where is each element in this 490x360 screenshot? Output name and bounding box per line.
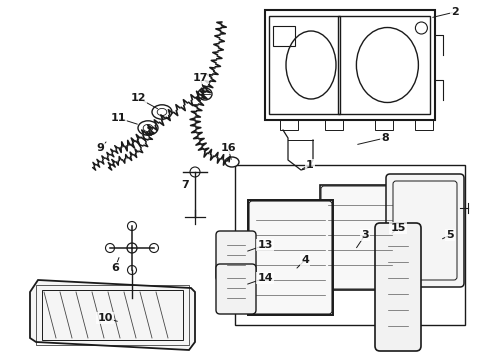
Bar xyxy=(248,200,333,315)
Text: 3: 3 xyxy=(361,230,369,240)
Text: 10: 10 xyxy=(98,313,113,323)
FancyBboxPatch shape xyxy=(216,264,256,314)
Text: 6: 6 xyxy=(111,263,119,273)
Text: 2: 2 xyxy=(451,7,459,17)
Text: 1: 1 xyxy=(306,160,314,170)
Text: 8: 8 xyxy=(381,133,389,143)
Text: 4: 4 xyxy=(301,255,309,265)
Bar xyxy=(280,120,298,130)
Text: 9: 9 xyxy=(96,143,104,153)
Bar xyxy=(42,290,183,340)
Text: 17: 17 xyxy=(192,73,208,83)
Ellipse shape xyxy=(138,121,158,135)
Text: 5: 5 xyxy=(446,230,454,240)
Text: 16: 16 xyxy=(220,143,236,153)
Bar xyxy=(273,26,295,46)
Text: 11: 11 xyxy=(110,113,126,123)
Bar xyxy=(375,120,393,130)
FancyBboxPatch shape xyxy=(216,231,256,281)
Text: 12: 12 xyxy=(130,93,146,103)
Bar xyxy=(235,165,465,325)
Text: 14: 14 xyxy=(257,273,273,283)
Bar xyxy=(325,120,343,130)
Text: 13: 13 xyxy=(257,240,273,250)
FancyBboxPatch shape xyxy=(375,223,421,351)
Bar xyxy=(36,285,189,345)
Text: 7: 7 xyxy=(181,180,189,190)
Ellipse shape xyxy=(152,105,172,119)
Bar xyxy=(338,16,430,114)
Ellipse shape xyxy=(198,88,212,100)
Bar xyxy=(265,10,435,120)
Bar xyxy=(415,120,433,130)
Bar xyxy=(269,16,341,114)
FancyBboxPatch shape xyxy=(386,174,464,287)
Bar xyxy=(320,185,400,290)
Polygon shape xyxy=(30,280,195,350)
Ellipse shape xyxy=(225,157,239,167)
Text: 15: 15 xyxy=(391,223,406,233)
